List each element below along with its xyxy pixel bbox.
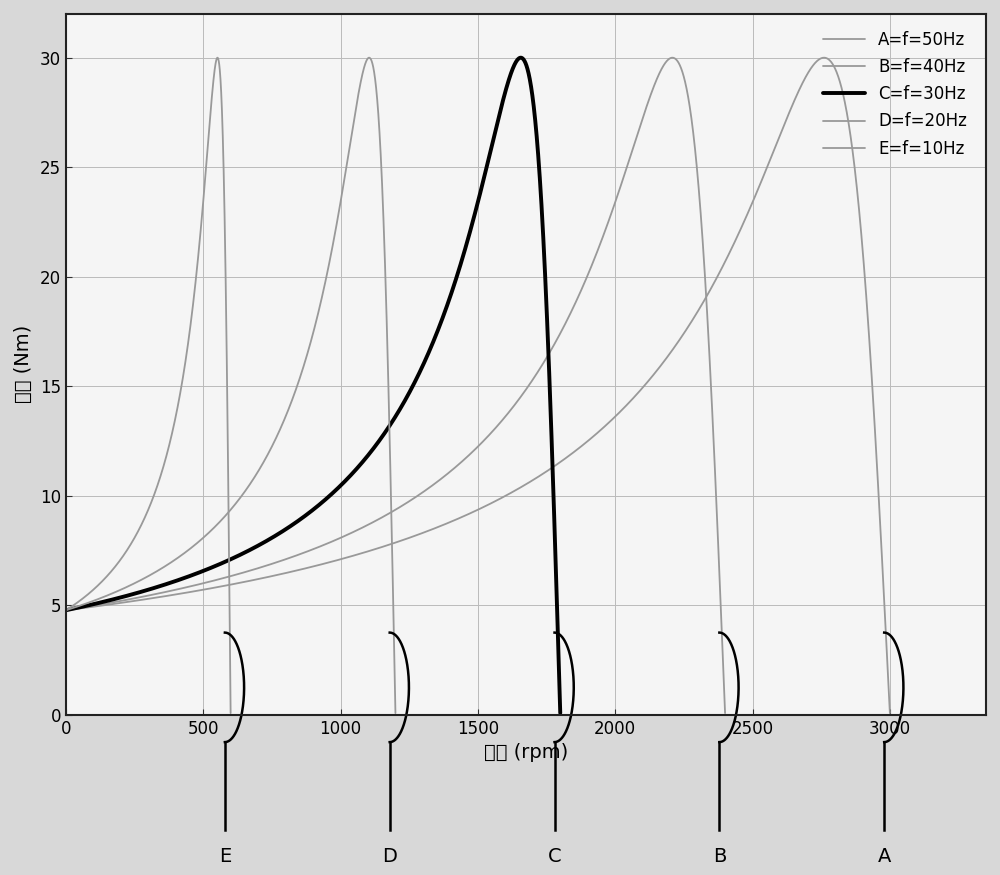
Line: B=f=40Hz: B=f=40Hz <box>66 58 725 713</box>
A=f=50Hz <box>154 592 166 602</box>
E=f=10Hz <box>123 542 135 552</box>
B=f=40Hz <box>313 542 325 552</box>
E=f=10Hz <box>211 52 223 63</box>
B=f=40Hz <box>666 52 678 63</box>
B=f=40Hz <box>174 584 186 594</box>
E=f=10Hz <box>60 605 72 615</box>
C=f=30Hz <box>271 529 283 540</box>
Legend: A=f=50Hz, B=f=40Hz, C=f=30Hz, D=f=20Hz, E=f=10Hz: A=f=50Hz, B=f=40Hz, C=f=30Hz, D=f=20Hz, … <box>816 24 974 164</box>
X-axis label: 速度 (rpm): 速度 (rpm) <box>484 743 568 762</box>
A=f=50Hz <box>868 408 880 418</box>
B=f=40Hz <box>706 408 718 418</box>
Line: A=f=50Hz: A=f=50Hz <box>66 58 890 713</box>
Line: E=f=10Hz: E=f=10Hz <box>66 58 231 713</box>
Text: B: B <box>713 847 726 866</box>
B=f=40Hz <box>719 708 731 718</box>
C=f=30Hz <box>249 542 261 552</box>
Text: E: E <box>219 847 231 866</box>
D=f=20Hz <box>383 408 395 418</box>
E=f=10Hz <box>88 584 100 594</box>
D=f=20Hz <box>363 52 375 63</box>
C=f=30Hz <box>515 52 527 63</box>
A=f=50Hz <box>203 584 215 594</box>
C=f=30Hz <box>554 708 566 718</box>
D=f=20Hz <box>60 605 72 615</box>
Line: C=f=30Hz: C=f=30Hz <box>66 58 560 713</box>
C=f=30Hz <box>116 592 128 602</box>
C=f=30Hz <box>545 408 557 418</box>
Text: D: D <box>382 847 397 866</box>
Text: C: C <box>548 847 561 866</box>
D=f=20Hz <box>186 542 198 552</box>
D=f=20Hz <box>389 708 401 718</box>
A=f=50Hz <box>376 542 388 552</box>
E=f=10Hz <box>221 408 233 418</box>
Y-axis label: 转矩 (Nm): 转矩 (Nm) <box>14 326 33 403</box>
D=f=20Hz <box>201 529 213 540</box>
B=f=40Hz <box>341 529 353 540</box>
E=f=10Hz <box>130 529 142 540</box>
A=f=50Hz <box>884 708 896 718</box>
D=f=20Hz <box>347 118 359 129</box>
Line: D=f=20Hz: D=f=20Hz <box>66 58 395 713</box>
B=f=40Hz <box>135 592 147 602</box>
C=f=30Hz <box>60 605 72 615</box>
Text: A: A <box>878 847 891 866</box>
D=f=20Hz <box>97 592 109 602</box>
A=f=50Hz <box>779 118 791 129</box>
E=f=10Hz <box>204 118 216 129</box>
C=f=30Hz <box>146 584 158 594</box>
D=f=20Hz <box>117 584 129 594</box>
A=f=50Hz <box>818 52 830 63</box>
C=f=30Hz <box>491 118 503 129</box>
B=f=40Hz <box>635 118 647 129</box>
E=f=10Hz <box>79 592 91 602</box>
A=f=50Hz <box>412 529 424 540</box>
A=f=50Hz <box>60 605 72 615</box>
B=f=40Hz <box>60 605 72 615</box>
E=f=10Hz <box>225 708 237 718</box>
